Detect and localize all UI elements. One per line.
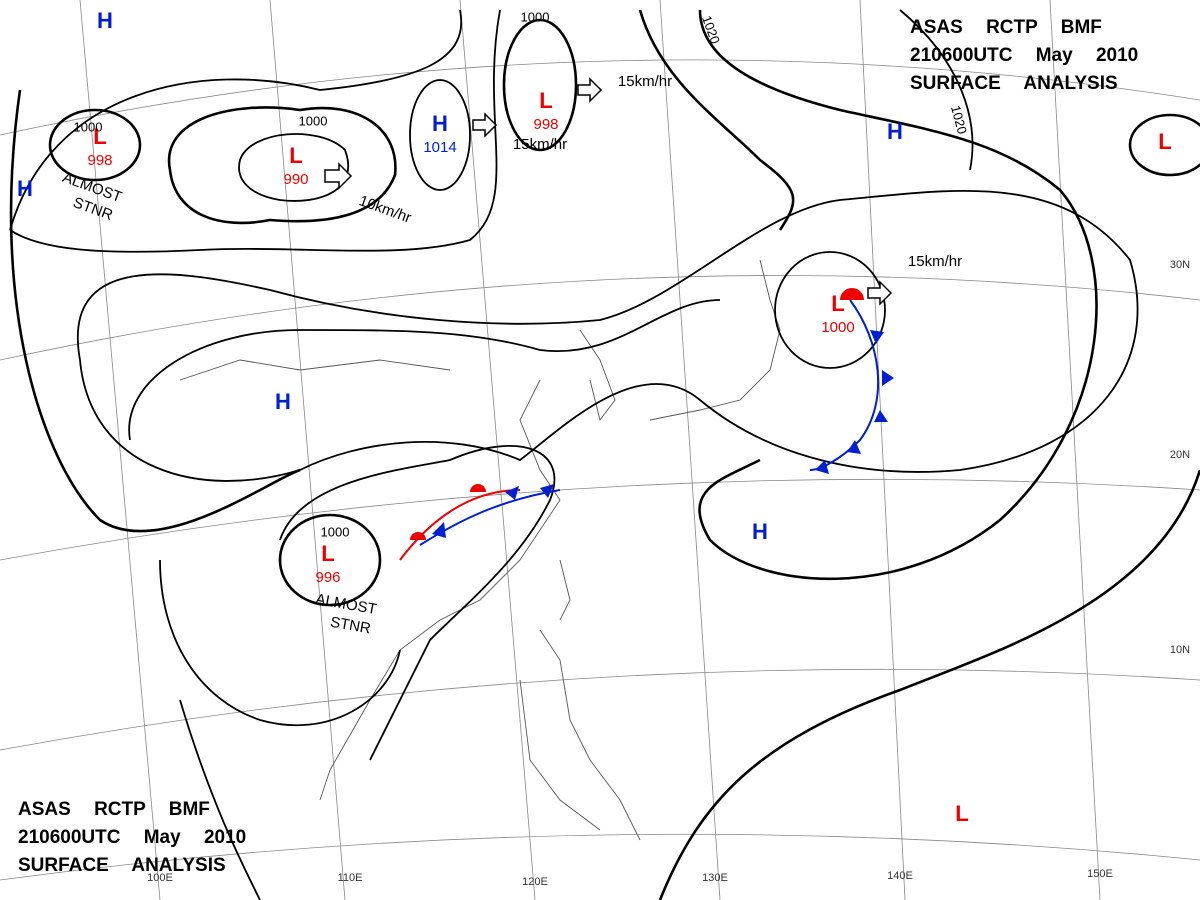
pressure-center-label: H (887, 119, 903, 144)
isobar-label: 1000 (521, 9, 550, 24)
pressure-center-label: H (17, 176, 33, 201)
pressure-center-label: L (1158, 129, 1171, 154)
motion-label: 15km/hr (513, 136, 567, 153)
pressure-center-label: H (432, 111, 448, 136)
cold-front-symbols (815, 330, 894, 474)
pressure-center-label: L (93, 124, 106, 149)
warm-front (399, 489, 521, 561)
warm-front-symbols (410, 484, 486, 540)
cold-front-symbols (432, 484, 554, 538)
motion-arrows (324, 77, 893, 306)
pressure-center-value: 998 (533, 116, 558, 133)
occluded-symbol (840, 288, 864, 300)
grid-label: 120E (522, 876, 548, 888)
grid-label: 150E (1087, 868, 1113, 880)
pressure-center-label: L (321, 541, 334, 566)
note: STNR (329, 614, 372, 638)
header-line: SURFACE ANALYSIS (18, 855, 226, 876)
coastlines (179, 259, 781, 841)
pressure-center-value: 998 (87, 152, 112, 169)
grid-label: 130E (702, 872, 728, 884)
pressure-center-value: 996 (315, 569, 340, 586)
grid-label: 10N (1170, 644, 1190, 656)
isobar-label: 1000 (74, 119, 103, 134)
grid-label: 110E (338, 872, 363, 884)
fronts (399, 288, 894, 561)
header-line: ASAS RCTP BMF (910, 17, 1102, 38)
header-line: 210600UTC May 2010 (18, 827, 246, 848)
grid-label: 30N (1170, 259, 1190, 271)
isobar-label: 1000 (299, 113, 328, 128)
header-line: 210600UTC May 2010 (910, 45, 1138, 66)
isobars (9, 9, 1200, 900)
grid-label: 100E (147, 872, 173, 884)
motion-label: 15km/hr (618, 73, 672, 90)
pressure-center-label: H (97, 8, 113, 33)
header-line: SURFACE ANALYSIS (910, 73, 1118, 94)
pressure-center-label: L (289, 143, 302, 168)
cold-front (419, 489, 561, 546)
pressure-center-label: H (275, 389, 291, 414)
pressure-center-value: 1000 (821, 319, 854, 336)
pressure-center-label: L (955, 801, 968, 826)
pressure-center-label: H (752, 519, 768, 544)
grid-label: 140E (887, 870, 913, 882)
grid-label: 20N (1170, 449, 1190, 461)
pressure-center-label: L (831, 291, 844, 316)
isobar-label: 1000 (321, 524, 350, 539)
isobar-label: 1020 (948, 104, 970, 136)
motion-label: 15km/hr (908, 253, 962, 270)
pressure-center-value: 990 (283, 171, 308, 188)
pressure-center-value: 1014 (423, 139, 456, 156)
pressure-center-label: L (539, 88, 552, 113)
header-line: ASAS RCTP BMF (18, 799, 210, 820)
